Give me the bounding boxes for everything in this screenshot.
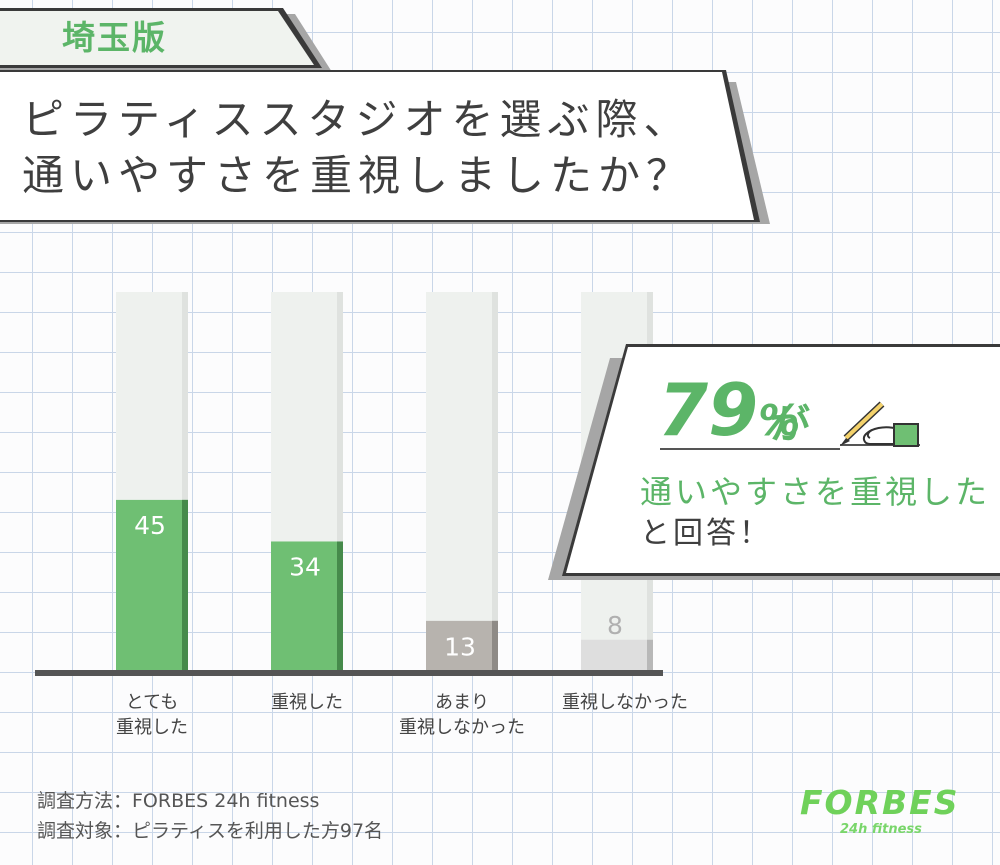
callout-percent: 79% <box>658 368 800 463</box>
callout-sub-text: と回答！ <box>640 516 772 551</box>
title-line-2: 通いやすさを重視しましたか？ <box>22 151 695 200</box>
survey-method: 調査方法：FORBES 24h fitness <box>37 790 320 812</box>
callout-percent-sign: % <box>758 396 801 445</box>
bar <box>271 541 343 670</box>
callout-box <box>566 347 1000 573</box>
category-label: とても <box>126 692 179 713</box>
page-title: ピラティススタジオを選ぶ際、 通いやすさを重視しましたか？ <box>22 92 742 204</box>
bar-shade <box>182 499 188 670</box>
callout-main-text: 通いやすさを重視した <box>640 473 991 511</box>
bar <box>581 639 653 670</box>
bar <box>116 499 188 670</box>
logo-subtitle: 24h fitness <box>840 822 922 837</box>
data-label: 13 <box>444 632 476 661</box>
data-label: 45 <box>134 511 166 540</box>
data-label: 8 <box>607 611 623 640</box>
bar-track-shade <box>182 292 188 670</box>
bar-track-shade <box>492 292 498 670</box>
bar-shade <box>337 541 343 670</box>
callout-percent-number: 79 <box>658 368 759 452</box>
title-line-1: ピラティススタジオを選ぶ際、 <box>22 95 692 144</box>
region-tag: 埼玉版 <box>62 18 167 57</box>
category-label: あまり <box>435 692 489 713</box>
region-tag-background <box>0 11 314 65</box>
pencil-hand-icon <box>840 401 919 447</box>
x-axis-baseline <box>35 670 663 676</box>
bar-track-shade <box>337 292 343 670</box>
logo: FORBES <box>800 783 960 822</box>
bar-shade <box>647 639 653 670</box>
survey-target: 調査対象：ピラティスを利用した方97名 <box>37 820 384 842</box>
bar-shade <box>492 620 498 670</box>
callout-particle: が <box>770 402 810 448</box>
callout-underline <box>660 448 840 450</box>
category-label: 重視しなかった <box>399 717 525 738</box>
bar-track <box>426 292 498 670</box>
bar <box>426 620 498 670</box>
title-background <box>0 72 754 220</box>
category-label: 重視した <box>116 717 188 738</box>
category-label: 重視しなかった <box>562 692 688 713</box>
data-label: 34 <box>289 552 321 581</box>
category-label: 重視した <box>271 692 343 713</box>
